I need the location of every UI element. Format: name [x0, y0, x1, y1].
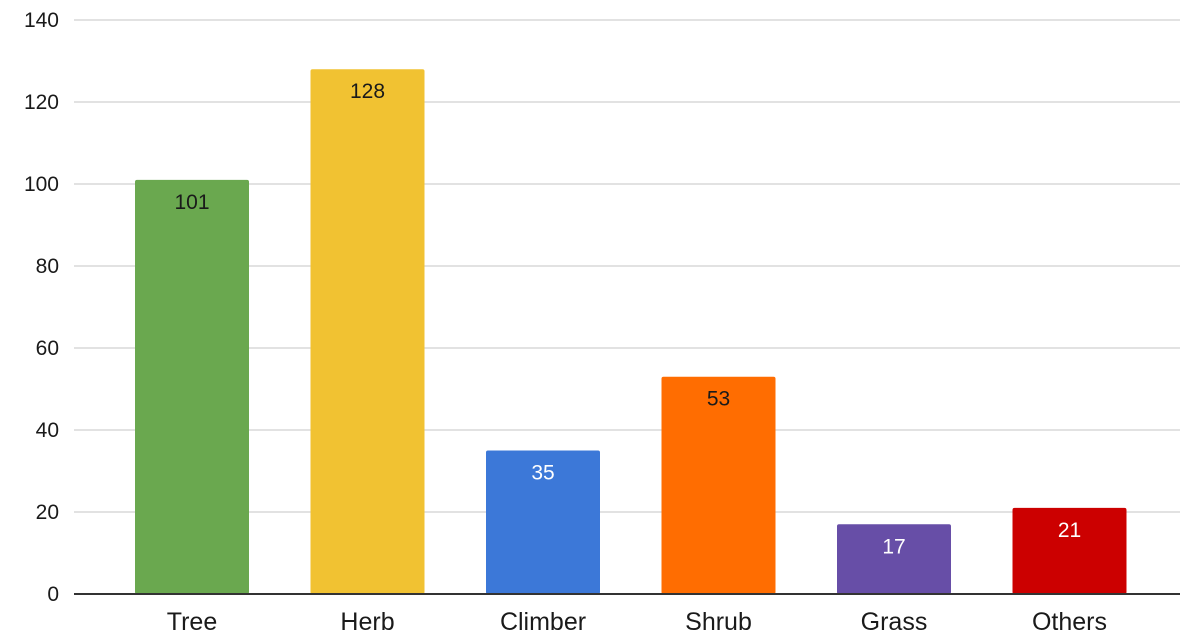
- y-axis-tick-labels: 0 20 40 60 80 100 120 140: [24, 9, 59, 606]
- data-labels: 101 128 35 53 17 21: [174, 80, 1081, 558]
- y-tick-label-140: 140: [24, 9, 59, 32]
- x-tick-label-herb: Herb: [340, 608, 394, 636]
- bar-shrub: [661, 376, 776, 594]
- y-tick-label-80: 80: [36, 255, 59, 278]
- x-tick-label-climber: Climber: [500, 608, 586, 636]
- data-label-climber: 35: [531, 462, 554, 485]
- x-tick-label-shrub: Shrub: [685, 608, 752, 636]
- y-tick-label-0: 0: [47, 583, 59, 606]
- x-axis-category-labels: Tree Herb Climber Shrub Grass Others: [167, 608, 1107, 636]
- data-label-tree: 101: [174, 191, 209, 214]
- bar-others: [1012, 507, 1127, 594]
- y-tick-label-60: 60: [36, 337, 59, 360]
- data-label-shrub: 53: [707, 388, 730, 411]
- y-tick-label-100: 100: [24, 173, 59, 196]
- x-tick-label-tree: Tree: [167, 608, 217, 636]
- data-label-others: 21: [1058, 519, 1081, 542]
- y-tick-label-20: 20: [36, 501, 59, 524]
- bar-tree: [135, 179, 249, 594]
- bars: [135, 69, 1127, 594]
- bar-grass: [837, 524, 951, 594]
- y-tick-label-120: 120: [24, 91, 59, 114]
- data-label-herb: 128: [350, 80, 385, 103]
- y-tick-label-40: 40: [36, 419, 59, 442]
- x-tick-label-grass: Grass: [861, 608, 928, 636]
- x-tick-label-others: Others: [1032, 608, 1107, 636]
- data-label-grass: 17: [882, 535, 905, 558]
- bar-climber: [486, 450, 600, 594]
- bar-herb: [310, 69, 425, 594]
- gridlines: [74, 19, 1180, 513]
